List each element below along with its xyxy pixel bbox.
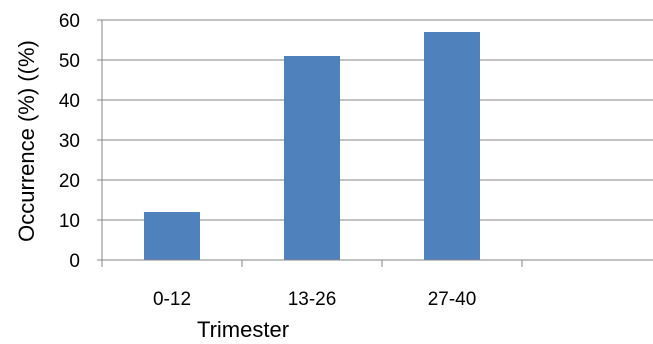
x-tick-label-13-26: 13-26 — [288, 289, 337, 310]
y-tick-label-50: 50 — [59, 51, 80, 72]
y-tick-label-10: 10 — [59, 211, 80, 232]
bar-13-26 — [284, 56, 340, 260]
x-tick-labels: 0-12 13-26 27-40 — [153, 289, 476, 310]
bar-0-12 — [144, 212, 200, 260]
y-tick-label-20: 20 — [59, 171, 80, 192]
y-tick-label-30: 30 — [59, 131, 80, 152]
bars — [144, 32, 480, 260]
x-axis-title: Trimester — [197, 317, 289, 342]
y-axis-title: Occurrence (%) ((%) — [14, 40, 39, 242]
x-tick-label-0-12: 0-12 — [153, 289, 191, 310]
bar-27-40 — [424, 32, 480, 260]
y-tick-label-0: 0 — [69, 251, 80, 272]
axes — [101, 20, 653, 267]
x-tick-label-27-40: 27-40 — [428, 289, 477, 310]
y-tick-label-40: 40 — [59, 91, 80, 112]
y-tick-label-60: 60 — [59, 11, 80, 32]
y-tick-labels: 0 10 20 30 40 50 60 — [59, 11, 80, 272]
